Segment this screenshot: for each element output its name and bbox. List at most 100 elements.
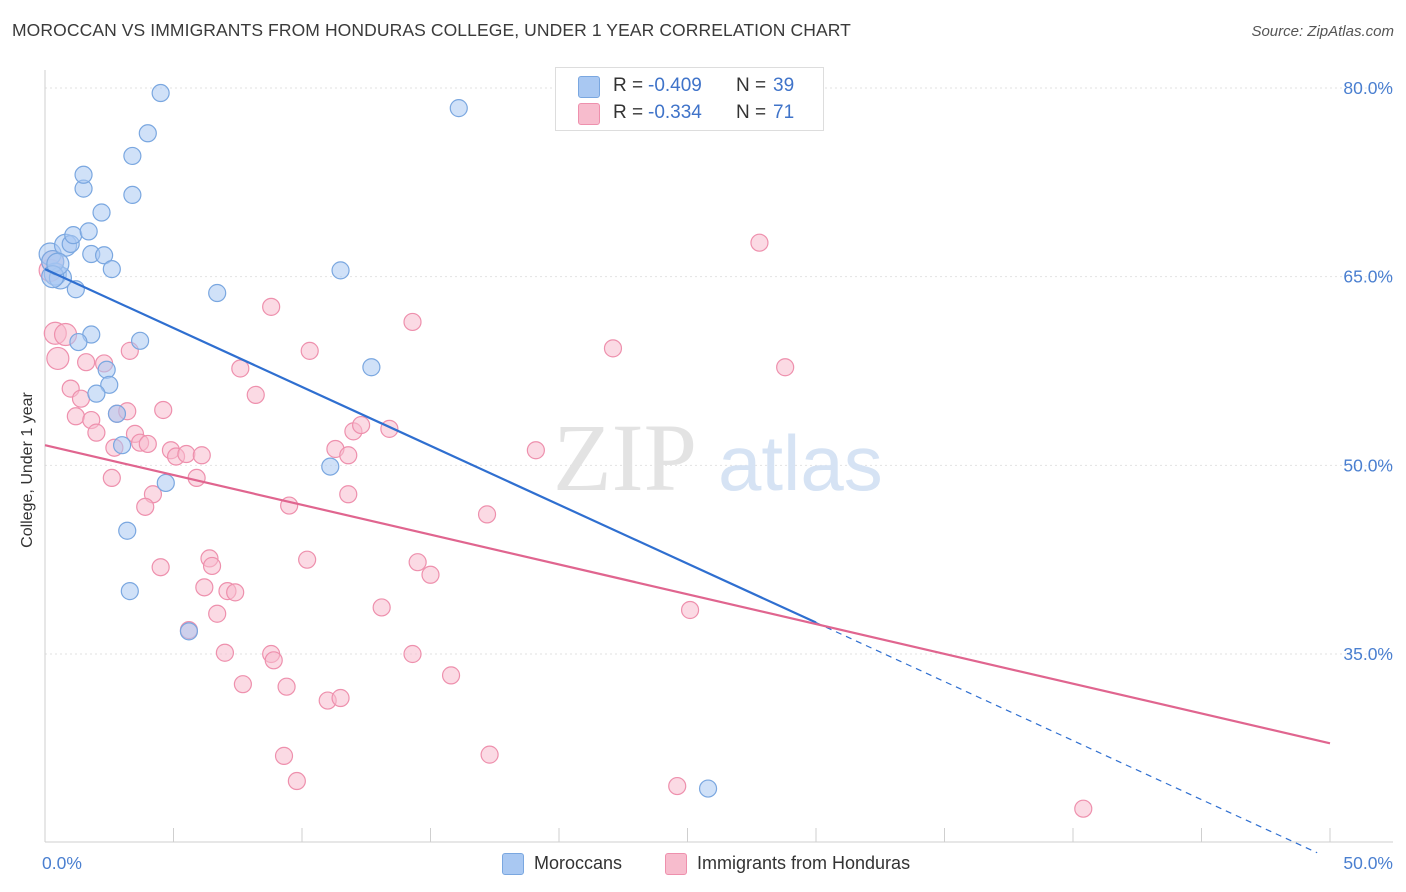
honduras-point [408, 553, 427, 572]
y-tick-label: 80.0% [1343, 78, 1393, 98]
honduras-point [680, 600, 700, 620]
moroccan-point [331, 261, 350, 280]
moroccan-trend-extension [815, 622, 1318, 854]
honduras-point [287, 771, 306, 791]
moroccan-point [151, 83, 170, 103]
legend-r-value: -0.334 [648, 102, 702, 123]
honduras-point [403, 644, 422, 664]
legend-swatch-pink [578, 103, 600, 125]
honduras-point [195, 578, 214, 597]
honduras-point [421, 565, 440, 584]
honduras-point [339, 446, 358, 465]
moroccan-point [69, 332, 88, 352]
honduras-point [208, 604, 227, 623]
honduras-point [87, 423, 106, 442]
honduras-point [215, 643, 234, 662]
honduras-point [477, 505, 497, 524]
legend-r-label: R = [613, 75, 644, 96]
honduras-point [151, 558, 170, 577]
x-tick-label: 50.0% [1343, 853, 1393, 873]
honduras-point [136, 497, 155, 516]
y-tick-labels: 35.0% 50.0% 65.0% 80.0% [1343, 78, 1393, 664]
moroccan-point [64, 226, 83, 245]
moroccan-point [208, 283, 227, 303]
legend-swatch-blue [578, 76, 600, 98]
honduras-point [352, 415, 371, 435]
honduras-point [77, 353, 96, 372]
moroccan-point [87, 384, 106, 403]
moroccan-point [118, 521, 137, 540]
bottom-legend-label: Immigrants from Honduras [697, 853, 911, 873]
moroccan-point [112, 436, 132, 455]
honduras-point [102, 468, 121, 488]
honduras-point [277, 677, 296, 696]
moroccan-point [79, 222, 98, 241]
honduras-point [298, 550, 317, 569]
legend-r-label: R = [613, 102, 644, 123]
legend-n-value: 71 [773, 102, 795, 123]
moroccan-point [130, 331, 150, 350]
y-tick-label: 65.0% [1343, 267, 1393, 287]
moroccan-point [138, 124, 157, 143]
honduras-point [231, 359, 250, 378]
honduras-point [138, 434, 157, 454]
moroccan-point [179, 622, 199, 641]
legend-n-value: 39 [773, 75, 795, 96]
honduras-point [331, 688, 350, 708]
moroccan-trend-line [44, 268, 817, 624]
honduras-point [192, 446, 211, 465]
watermark-atlas: atlas [718, 419, 883, 507]
honduras-point [262, 297, 281, 316]
honduras-point [46, 346, 70, 371]
honduras-point [776, 358, 795, 377]
moroccan-point [123, 146, 142, 166]
moroccan-point [97, 360, 116, 379]
honduras-point [226, 583, 245, 602]
honduras-point [480, 745, 499, 764]
honduras-point [300, 341, 319, 360]
data-points [38, 83, 1093, 818]
honduras-point [372, 598, 391, 617]
honduras-point [1074, 799, 1093, 818]
x-axis [44, 70, 1393, 843]
chart-title: MOROCCAN VS IMMIGRANTS FROM HONDURAS COL… [12, 20, 851, 40]
honduras-point [202, 556, 222, 576]
honduras-point [339, 485, 358, 504]
moroccan-point [449, 99, 468, 118]
honduras-point [441, 666, 461, 685]
honduras-point [274, 746, 294, 765]
moroccan-point [698, 779, 718, 798]
y-tick-label: 35.0% [1343, 644, 1393, 664]
bottom-legend-label: Moroccans [534, 853, 623, 873]
honduras-trend-line [44, 444, 1331, 745]
honduras-point [66, 407, 85, 426]
honduras-point [403, 312, 422, 332]
moroccan-point [120, 582, 139, 601]
honduras-point [750, 233, 769, 252]
bottom-legend-swatch-pink [665, 853, 687, 875]
moroccan-point [156, 473, 175, 493]
legend-n-label: N = [736, 75, 767, 96]
x-tick-label: 0.0% [42, 853, 82, 873]
watermark: ZIP atlas [553, 404, 883, 511]
moroccan-point [95, 246, 114, 265]
honduras-point [71, 389, 91, 408]
moroccan-point [123, 185, 142, 205]
legend-r-value: -0.409 [648, 75, 702, 96]
honduras-point [233, 675, 252, 694]
honduras-point [668, 776, 687, 796]
moroccan-point [74, 165, 93, 184]
moroccan-point [100, 375, 119, 394]
correlation-legend: R = -0.409 N = 39 R = -0.334 N = 71 [555, 67, 824, 131]
moroccan-point [107, 404, 127, 423]
trend-lines [44, 268, 1331, 854]
moroccan-point [92, 203, 111, 222]
honduras-point [526, 441, 545, 460]
honduras-point [264, 651, 283, 670]
moroccan-point [321, 457, 340, 476]
source-label: Source: ZipAtlas.com [1251, 23, 1394, 40]
honduras-point [154, 400, 173, 420]
y-tick-label: 50.0% [1343, 455, 1393, 475]
legend-n-label: N = [736, 102, 767, 123]
